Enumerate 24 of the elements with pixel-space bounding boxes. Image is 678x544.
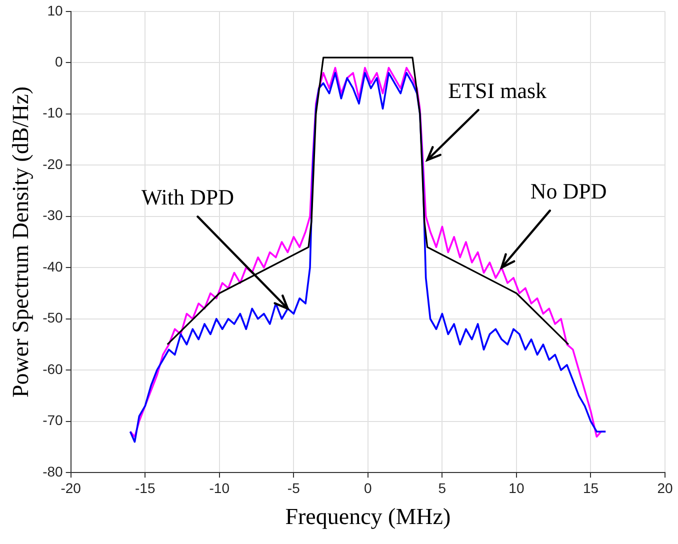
y-tick-label: -50	[42, 310, 64, 326]
x-tick-label: 15	[582, 480, 599, 496]
y-tick-label: -10	[42, 104, 64, 121]
y-tick-label: -30	[42, 207, 64, 224]
x-tick-label: 20	[657, 480, 673, 496]
y-tick-label: -70	[42, 412, 64, 428]
x-tick-label: 0	[364, 480, 372, 496]
annotation: With DPD	[141, 184, 234, 210]
x-tick-label: -15	[134, 480, 156, 496]
y-tick-label: 0	[55, 54, 64, 70]
y-tick-label: -60	[42, 360, 64, 377]
y-axis-title: Power Spectrum Density (dB/Hz)	[8, 86, 33, 398]
x-tick-label: 5	[438, 480, 446, 496]
y-tick-label: -20	[42, 156, 64, 172]
y-tick-label: -80	[42, 463, 64, 480]
annotation: No DPD	[530, 178, 607, 204]
y-tick-label: -40	[42, 258, 64, 274]
x-tick-label: 10	[508, 480, 524, 496]
x-tick-label: -20	[60, 480, 82, 496]
annotation: ETSI mask	[448, 78, 547, 103]
x-tick-label: -5	[287, 480, 300, 496]
x-axis-title: Frequency (MHz)	[285, 504, 451, 530]
y-tick-label: 10	[47, 2, 64, 18]
x-tick-label: -10	[209, 480, 230, 496]
